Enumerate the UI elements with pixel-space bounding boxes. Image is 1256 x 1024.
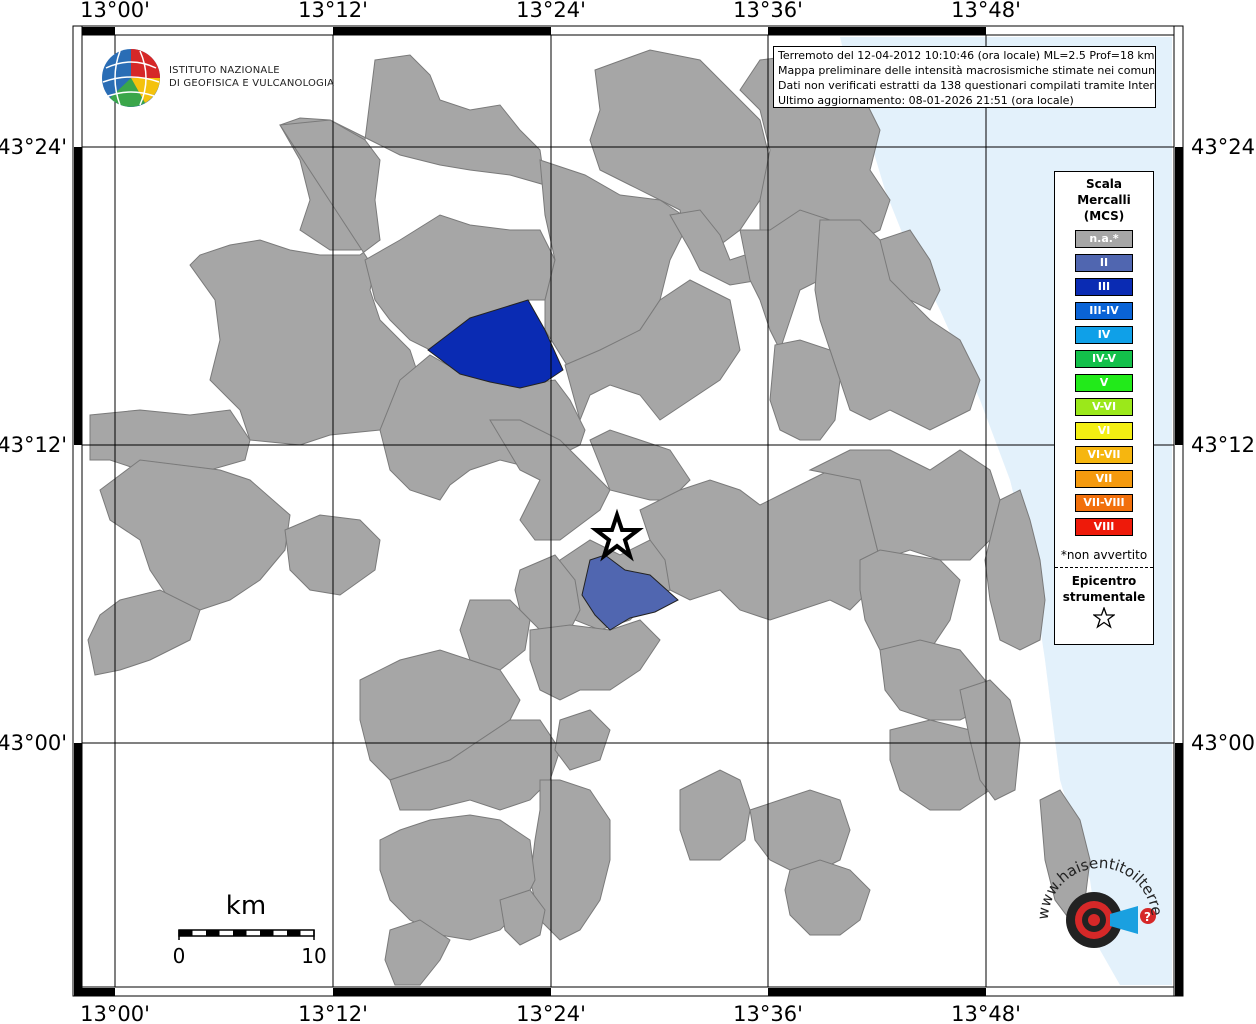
event-info-line2: Mappa preliminare delle intensità macros… — [778, 64, 1156, 77]
legend-item-viii: VIII — [1075, 518, 1133, 536]
intensity-legend: Scala Mercalli (MCS) n.a.* II III III-IV IV I… — [1054, 171, 1154, 645]
ingv-globe-icon — [102, 49, 160, 107]
municipality-intensity-II — [581, 554, 679, 631]
lon-label-bottom-1336: 13°36' — [733, 1002, 803, 1024]
scale-unit: km — [226, 891, 266, 921]
lon-label-top-1348: 13°48' — [951, 0, 1021, 22]
lat-label-left-4300: 43°00' — [0, 731, 67, 755]
legend-epicenter-line2: strumentale — [1062, 590, 1146, 604]
legend-items: n.a.* II III III-IV IV IV-V V V-VI VI VI-VII VII VI… — [1055, 230, 1153, 536]
legend-item-v: V — [1075, 374, 1133, 392]
lat-label-right-4300: 43°00' — [1191, 731, 1256, 755]
legend-item-n-a: n.a.* — [1075, 230, 1133, 248]
event-info-line1: Terremoto del 12-04-2012 10:10:46 (ora l… — [778, 49, 1155, 62]
lon-label-top-1324: 13°24' — [516, 0, 586, 22]
lon-label-bottom-1312: 13°12' — [298, 1002, 368, 1024]
legend-title: Scala Mercalli (MCS) — [1055, 176, 1153, 224]
lon-label-bottom-1324: 13°24' — [516, 1002, 586, 1024]
ingv-name-line2: DI GEOFISICA E VULCANOLOGIA — [169, 78, 335, 89]
lat-label-left-4324: 43°24' — [0, 135, 67, 159]
lon-label-bottom-1348: 13°48' — [951, 1002, 1021, 1024]
municipalities-not-felt — [87, 49, 1091, 986]
ingv-logo — [100, 46, 320, 110]
legend-star-icon — [1055, 606, 1153, 633]
legend-epicenter-label: Epicentro strumentale — [1055, 573, 1153, 605]
municipality-intensity-III — [427, 299, 564, 389]
lat-label-right-4312: 43°12' — [1191, 433, 1256, 457]
legend-item-vi: VI — [1075, 422, 1133, 440]
lon-label-top-1300: 13°00' — [80, 0, 150, 22]
legend-item-ii: II — [1075, 254, 1133, 272]
lat-label-right-4324: 43°24' — [1191, 135, 1256, 159]
event-info-box: Terremoto del 12-04-2012 10:10:46 (ora l… — [773, 46, 1156, 108]
ingv-name: ISTITUTO NAZIONALE DI GEOFISICA E VULCAN… — [169, 64, 334, 90]
event-info-line4: Ultimo aggiornamento: 08-01-2026 21:51 (… — [778, 94, 1074, 107]
legend-note: *non avvertito — [1055, 548, 1153, 568]
legend-title-line2: Mercalli — [1077, 193, 1131, 207]
lat-label-left-4312: 43°12' — [0, 433, 67, 457]
legend-item-vii-viii: VII-VIII — [1075, 494, 1133, 512]
legend-item-iii: III — [1075, 278, 1133, 296]
lon-label-bottom-1300: 13°00' — [80, 1002, 150, 1024]
graticule — [73, 26, 1183, 996]
scale-bar: km 0 10 — [170, 888, 330, 968]
legend-epicenter-line1: Epicentro — [1071, 574, 1137, 588]
lon-label-top-1336: 13°36' — [733, 0, 803, 22]
legend-item-vi-vii: VI-VII — [1075, 446, 1133, 464]
haisentitoilterremoto-logo: ? www.haisentitoilterremoto.it — [1023, 836, 1170, 990]
legend-title-line3: (MCS) — [1083, 209, 1125, 223]
ingv-name-line1: ISTITUTO NAZIONALE — [169, 65, 280, 76]
legend-item-iii-iv: III-IV — [1075, 302, 1133, 320]
map-frame — [72, 25, 1184, 997]
legend-title-line1: Scala — [1085, 177, 1123, 191]
scale-min: 0 — [173, 944, 186, 968]
event-info-line3: Dati non verificati estratti da 138 ques… — [778, 79, 1156, 92]
legend-item-v-vi: V-VI — [1075, 398, 1133, 416]
epicenter-star-icon — [590, 508, 644, 562]
legend-item-vii: VII — [1075, 470, 1133, 488]
lon-label-top-1312: 13°12' — [298, 0, 368, 22]
legend-item-iv-v: IV-V — [1075, 350, 1133, 368]
legend-item-iv: IV — [1075, 326, 1133, 344]
svg-text:?: ? — [1144, 910, 1151, 924]
scale-max: 10 — [301, 944, 326, 968]
